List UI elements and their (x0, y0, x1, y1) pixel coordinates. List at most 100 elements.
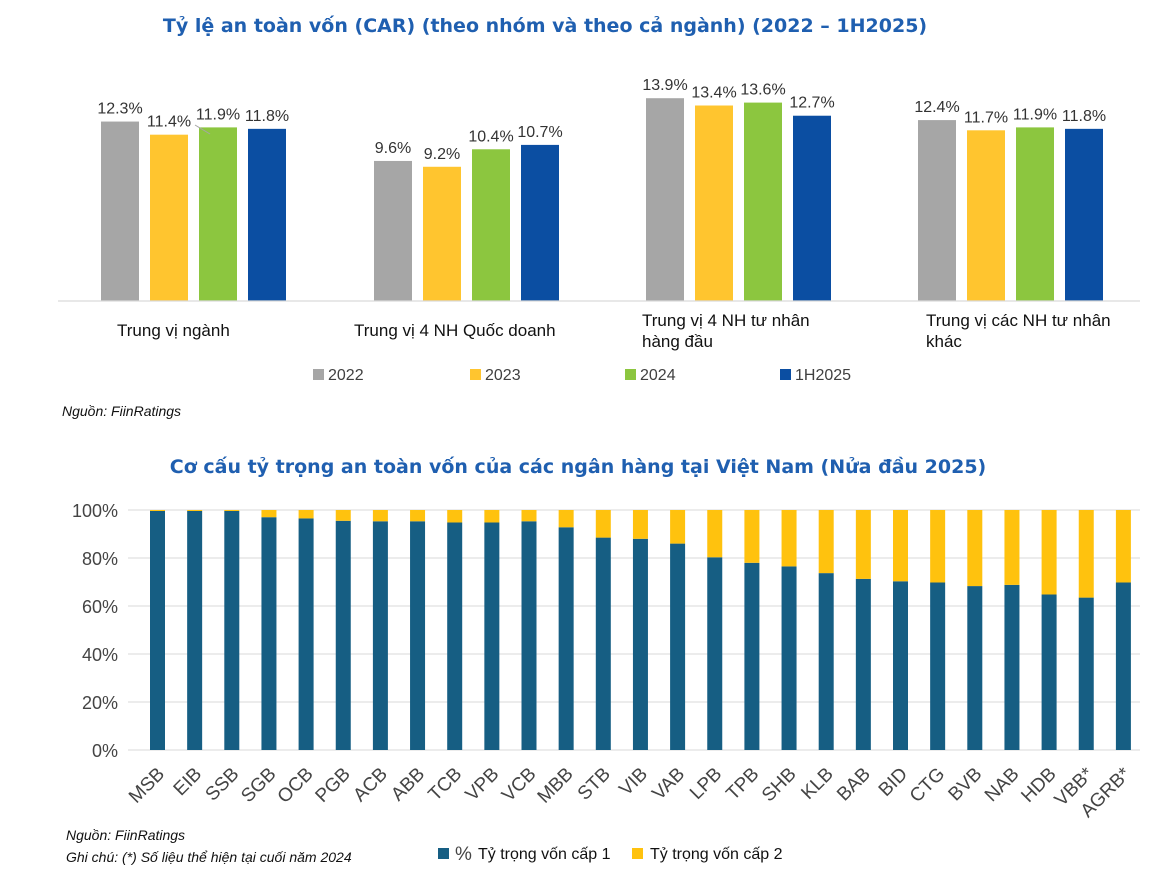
y-tick-label: 80% (82, 549, 118, 569)
car-legend-label: 2022 (328, 367, 364, 384)
car-data-label: 11.4% (147, 114, 191, 131)
tier1-bar-tcb (447, 522, 463, 750)
car-data-label: 12.4% (914, 99, 959, 116)
tier1-bar-bab (855, 578, 871, 750)
x-tick-label: MSB (125, 764, 169, 808)
car-data-label: 12.7% (789, 95, 834, 112)
x-tick-label: SSB (202, 764, 244, 806)
x-tick-label: BID (875, 764, 912, 801)
legend-label-tier1: Tỷ trọng vốn cấp 1 (478, 846, 611, 863)
car-bar-2024-0 (199, 127, 237, 301)
car-data-label: 13.4% (691, 85, 736, 102)
car-bar-2023-0 (150, 134, 188, 301)
car-legend-label: 1H2025 (795, 367, 851, 384)
tier1-bar-ocb (298, 518, 314, 750)
car-chart-title: Tỷ lệ an toàn vốn (CAR) (theo nhóm và th… (163, 14, 927, 37)
tier2-bar-vpb (484, 510, 500, 523)
tier2-bar-hdb (1041, 510, 1057, 595)
x-tick-label: TPB (722, 764, 763, 805)
car-bar-1h2025-3 (1065, 128, 1103, 301)
car-bar-2024-2 (744, 102, 782, 301)
tier1-bar-sgb (261, 517, 277, 750)
tier2-bar-tcb (447, 510, 463, 523)
capital-structure-source: Nguồn: FiinRatings (66, 827, 185, 843)
car-legend-label: 2023 (485, 367, 521, 384)
x-tick-label: SGB (237, 764, 280, 807)
car-data-label: 11.7% (964, 109, 1008, 126)
tier2-bar-bid (893, 510, 908, 582)
tier1-bar-abb (410, 521, 426, 750)
car-data-label: 9.2% (424, 146, 460, 163)
tier1-bar-pgb (335, 520, 351, 750)
x-tick-label: TCB (425, 764, 467, 806)
car-bar-1h2025-2 (793, 115, 831, 301)
tier2-bar-ssb (224, 510, 240, 511)
car-category-label: hàng đầu (642, 332, 713, 351)
car-category-label: Trung vị 4 NH Quốc doanh (354, 321, 556, 340)
x-tick-label: VPB (462, 764, 504, 806)
tier2-bar-klb (818, 510, 834, 574)
car-bar-2022-2 (646, 98, 684, 301)
legend-swatch-tier2 (632, 848, 643, 859)
tier2-bar-acb (372, 510, 388, 522)
x-tick-label: VAB (648, 764, 689, 805)
tier2-bar-lpb (707, 510, 723, 558)
car-chart-category-labels: Trung vị ngành Trung vị 4 NH Quốc doanh Tr… (117, 311, 1111, 351)
y-tick-label: 40% (82, 645, 118, 665)
x-tick-label: OCB (274, 764, 318, 808)
tier1-bar-vbb (1078, 597, 1094, 750)
tier2-bar-agrb (1115, 510, 1131, 583)
y-tick-label: 0% (92, 741, 118, 761)
car-legend-swatch-2023 (470, 369, 481, 380)
car-legend-swatch-2022 (313, 369, 324, 380)
car-bar-2022-3 (918, 120, 956, 302)
tier2-bar-vcb (521, 510, 537, 522)
car-data-label: 11.8% (245, 108, 289, 125)
tier2-bar-stb (595, 510, 611, 538)
tier1-bar-tpb (744, 562, 760, 750)
capital-structure-note: Ghi chú: (*) Số liệu thể hiện tại cuối n… (66, 849, 352, 865)
car-bar-2023-2 (695, 105, 733, 301)
tier1-bar-nab (1004, 584, 1020, 750)
x-tick-label: ABB (387, 764, 429, 806)
tier1-bar-bid (893, 581, 908, 750)
car-data-label: 12.3% (97, 101, 142, 118)
tier2-bar-vab (670, 510, 686, 544)
legend-swatch-tier1 (438, 848, 449, 859)
tier2-bar-bvb (967, 510, 983, 587)
tier1-bar-vib (632, 538, 648, 750)
car-chart-source: Nguồn: FiinRatings (62, 403, 181, 419)
tier1-bar-vcb (521, 521, 537, 750)
car-bar-1h2025-1 (521, 144, 559, 301)
car-bar-1h2025-0 (248, 128, 286, 301)
car-legend-swatch-1h2025 (780, 369, 791, 380)
x-tick-label: BVB (945, 764, 987, 806)
x-tick-label: STB (574, 764, 615, 805)
tier1-bar-klb (818, 573, 834, 750)
tier2-bar-eib (187, 510, 203, 511)
car-data-label: 10.7% (517, 124, 562, 141)
tier2-bar-msb (150, 510, 165, 511)
tier2-bar-ocb (298, 510, 314, 519)
car-bar-2023-3 (967, 130, 1005, 301)
tier1-bar-ssb (224, 510, 240, 750)
tier2-bar-bab (855, 510, 871, 579)
car-data-label: 11.9% (1013, 106, 1057, 123)
car-data-label: 10.4% (468, 128, 513, 145)
car-chart-legend: 2022 2023 2024 1H2025 (313, 367, 851, 384)
tier2-bar-shb (781, 510, 797, 567)
tier1-bar-ctg (930, 582, 946, 750)
x-tick-label: VIB (615, 764, 652, 801)
car-data-label: 11.8% (1062, 108, 1106, 125)
car-data-label: 13.9% (642, 77, 687, 94)
car-legend-label: 2024 (640, 367, 676, 384)
x-tick-label: LPB (686, 764, 726, 804)
tier1-bar-stb (595, 537, 611, 750)
car-bar-2024-3 (1016, 127, 1054, 301)
car-data-label: 11.9% (196, 106, 240, 123)
x-tick-label: PGB (312, 764, 355, 807)
x-tick-label: EIB (170, 764, 207, 801)
x-tick-label: KLB (797, 764, 837, 804)
capital-structure-legend: % Tỷ trọng vốn cấp 1 Tỷ trọng vốn cấp 2 (438, 844, 783, 865)
